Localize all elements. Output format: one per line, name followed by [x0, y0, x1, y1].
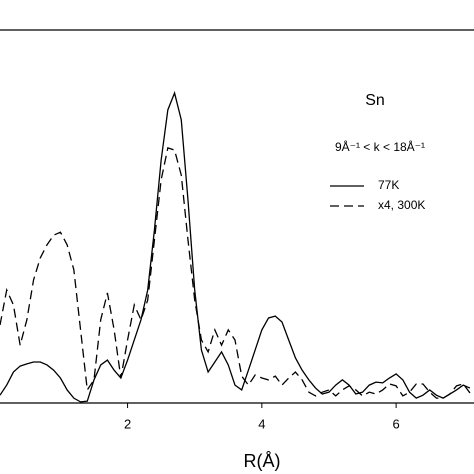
- legend-label: 77K: [378, 178, 399, 192]
- series-line: [0, 90, 471, 403]
- chart-title: Sn: [365, 92, 385, 109]
- x-tick-label: 2: [124, 416, 131, 431]
- x-tick-label: 4: [258, 416, 265, 431]
- series-line: [0, 147, 471, 399]
- annotation: 9Å⁻¹ < k < 18Å⁻¹: [335, 139, 425, 154]
- x-tick-label: 6: [393, 416, 400, 431]
- x-axis-label: R(Å): [244, 451, 281, 471]
- legend-label: x4, 300K: [378, 198, 425, 212]
